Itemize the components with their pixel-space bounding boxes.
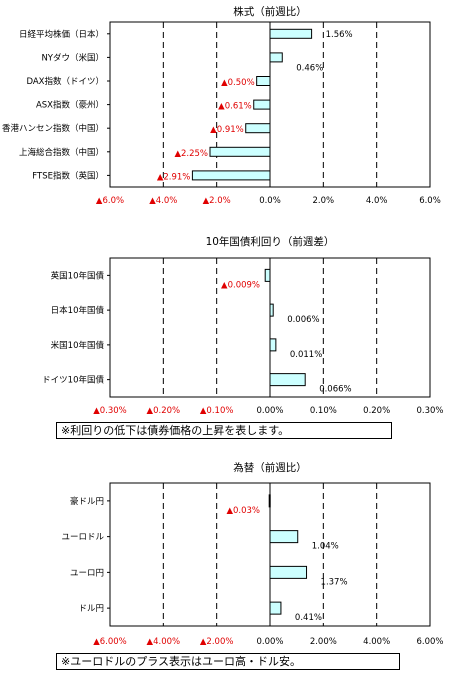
stock-tick-label: 6.0% (419, 196, 441, 206)
bond-category-label: 日本10年国債 (51, 305, 105, 316)
fx-value-label: 1.04% (312, 542, 339, 552)
stock-value-label: 0.46% (296, 63, 323, 73)
bond-tick-label: ▲0.30% (93, 406, 127, 416)
note-bonds: ※利回りの低下は債券価格の上昇を表します。 (56, 422, 392, 439)
bond-tick-label: ▲0.10% (200, 406, 234, 416)
bond-chart-title: 10年国債利回り（前週差） (206, 235, 335, 248)
fx-bar (269, 565, 308, 579)
fx-tick-label: ▲2.00% (200, 637, 234, 647)
fx-value-label: 0.41% (295, 613, 322, 623)
fx-category-label: ユーロ円 (70, 568, 104, 578)
stock-tick-label: 2.0% (313, 196, 335, 206)
stock-bar (269, 28, 313, 39)
stock-value-label: ▲0.91% (210, 125, 244, 135)
fx-chart-title: 為替（前週比） (233, 461, 307, 474)
stock-value-label: ▲2.91% (157, 172, 191, 182)
stock-bar (253, 99, 271, 110)
bond-tick-label: 0.30% (416, 406, 443, 416)
stock-value-label: ▲2.25% (174, 149, 208, 159)
stock-tick-label: ▲6.0% (96, 196, 124, 206)
bond-value-label: 0.006% (287, 315, 319, 325)
stock-category-label: 香港ハンセン指数（中国） (2, 123, 104, 134)
fx-category-label: 豪ドル円 (70, 496, 104, 507)
stock-tick-label: 4.0% (366, 196, 388, 206)
fx-tick-label: 6.00% (416, 637, 443, 647)
stock-bar (191, 170, 271, 181)
bond-bar (264, 268, 271, 282)
fx-bar (268, 494, 271, 508)
fx-bar (269, 530, 299, 544)
stock-tick-label: ▲4.0% (149, 196, 177, 206)
stock-bar (256, 76, 271, 86)
bond-bar (269, 303, 274, 317)
fx-tick-label: ▲4.00% (147, 637, 181, 647)
bond-category-label: 英国10年国債 (51, 270, 105, 281)
bond-category-label: 米国10年国債 (51, 340, 105, 351)
stock-tick-label: ▲2.0% (203, 196, 231, 206)
stock-value-label: ▲0.61% (218, 102, 252, 112)
stock-category-label: 上海総合指数（中国） (19, 147, 104, 158)
stock-category-label: FTSE指数（英国） (32, 170, 104, 181)
stock-value-label: 1.56% (326, 30, 353, 40)
note-fx: ※ユーロドルのプラス表示はユーロ高・ドル安。 (56, 653, 400, 670)
fx-category-label: ドル円 (78, 604, 104, 614)
fx-tick-label: 0.00% (256, 637, 283, 647)
bond-tick-label: ▲0.20% (147, 406, 181, 416)
fx-value-label: 1.37% (321, 577, 348, 587)
fx-category-label: ユーロドル (61, 533, 104, 543)
stock-bar (245, 123, 271, 134)
fx-tick-label: 2.00% (310, 637, 337, 647)
bond-bar (269, 338, 277, 352)
fx-bar (269, 601, 282, 615)
stock-category-label: ASX指数（豪州） (36, 100, 104, 111)
bond-value-label: ▲0.009% (221, 280, 260, 290)
bond-value-label: 0.066% (319, 385, 351, 395)
bond-tick-label: 0.00% (256, 406, 283, 416)
fx-tick-label: ▲6.00% (93, 637, 127, 647)
stock-category-label: NYダウ（米国） (41, 52, 104, 63)
stock-category-label: 日経平均株価（日本） (19, 29, 104, 40)
bond-value-label: 0.011% (290, 350, 322, 360)
stock-tick-label: 0.0% (259, 196, 281, 206)
bond-tick-label: 0.10% (310, 406, 337, 416)
stock-chart-title: 株式（前週比） (233, 5, 307, 18)
stock-bar (269, 52, 283, 63)
stock-value-label: ▲0.50% (221, 78, 255, 88)
stock-category-label: DAX指数（ドイツ） (26, 76, 104, 87)
bond-category-label: ドイツ10年国債 (42, 375, 104, 386)
bond-bar (269, 373, 306, 387)
stock-bar (209, 146, 271, 157)
fx-tick-label: 4.00% (363, 637, 390, 647)
fx-value-label: ▲0.03% (226, 506, 260, 516)
bond-tick-label: 0.20% (363, 406, 390, 416)
